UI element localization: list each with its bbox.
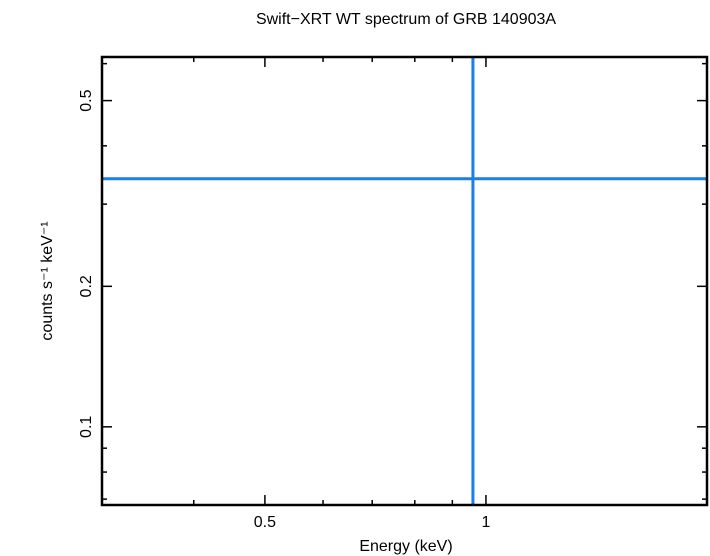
x-tick-label: 0.5 [254, 514, 276, 531]
y-tick-label: 0.5 [78, 89, 95, 111]
data-series [102, 57, 707, 505]
y-tick-label: 0.1 [78, 416, 95, 438]
plot-frame [100, 55, 709, 507]
x-tick-labels: 0.5 1 [254, 514, 491, 531]
chart-title: Swift−XRT WT spectrum of GRB 140903A [256, 11, 556, 28]
x-axis-label: Energy (keV) [359, 538, 452, 555]
x-tick-label: 1 [481, 514, 490, 531]
axis-ticks [101, 57, 708, 505]
y-tick-label: 0.2 [78, 275, 95, 297]
y-tick-labels: 0.1 0.2 0.5 [78, 89, 95, 438]
y-axis-label: counts s⁻¹ keV⁻¹ [39, 221, 56, 340]
